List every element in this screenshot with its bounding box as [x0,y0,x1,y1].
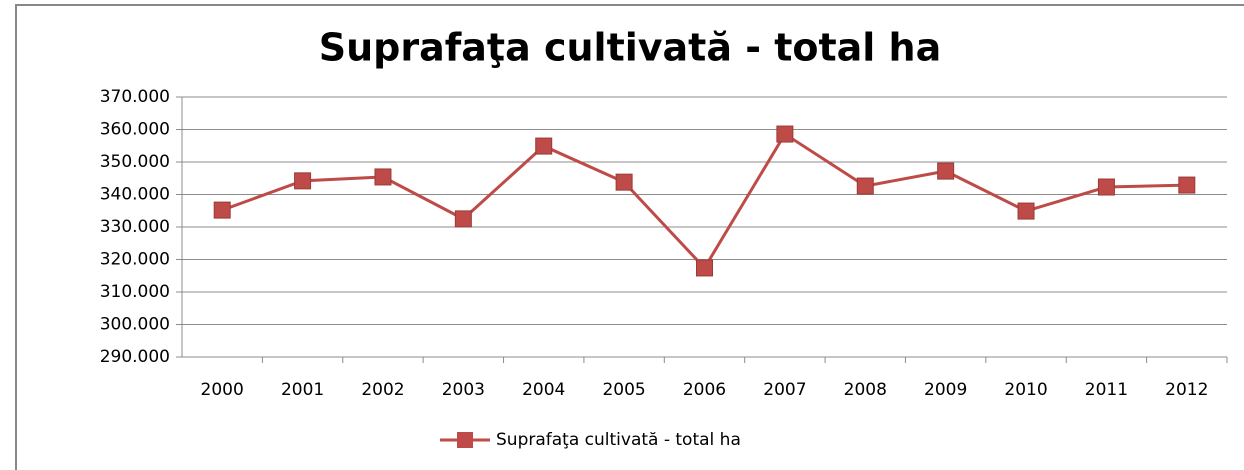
x-tick-label: 2005 [602,380,645,400]
marker [696,259,713,277]
x-tick-label: 2007 [763,380,806,400]
y-tick-label: 350.000 [100,152,170,172]
chart-frame [15,4,1244,470]
marker [1017,202,1035,220]
x-tick-label: 2001 [281,380,324,400]
marker [213,201,231,219]
marker [1178,176,1196,194]
y-tick-label: 340.000 [100,185,170,205]
legend-label: Suprafaţa cultivată - total ha [496,430,741,450]
x-tick-label: 2003 [442,380,485,400]
chart-title: Suprafaţa cultivată - total ha [319,26,942,70]
marker [294,172,312,190]
marker [615,173,633,191]
y-tick-label: 310.000 [100,282,170,302]
marker [1097,178,1115,196]
y-tick-label: 300.000 [100,315,170,335]
marker [454,210,472,228]
x-tick-label: 2010 [1004,380,1047,400]
x-tick-label: 2008 [844,380,887,400]
marker [776,125,794,143]
series-line [221,131,1187,271]
x-tick-label: 2000 [201,380,244,400]
legend-marker [457,432,473,448]
x-tick-label: 2004 [522,380,565,400]
marker [374,168,392,186]
x-tick-label: 2009 [924,380,967,400]
x-tick-label: 2011 [1085,380,1128,400]
x-tick-label: 2012 [1165,380,1208,400]
marker [856,177,874,195]
y-tick-label: 360.000 [100,120,170,140]
x-tick-label: 2006 [683,380,726,400]
y-tick-label: 370.000 [100,87,170,107]
y-tick-label: 320.000 [100,250,170,270]
marker [937,162,955,180]
y-tick-label: 330.000 [100,217,170,237]
x-tick-label: 2002 [361,380,404,400]
marker [535,137,553,155]
y-tick-label: 290.000 [100,347,170,367]
